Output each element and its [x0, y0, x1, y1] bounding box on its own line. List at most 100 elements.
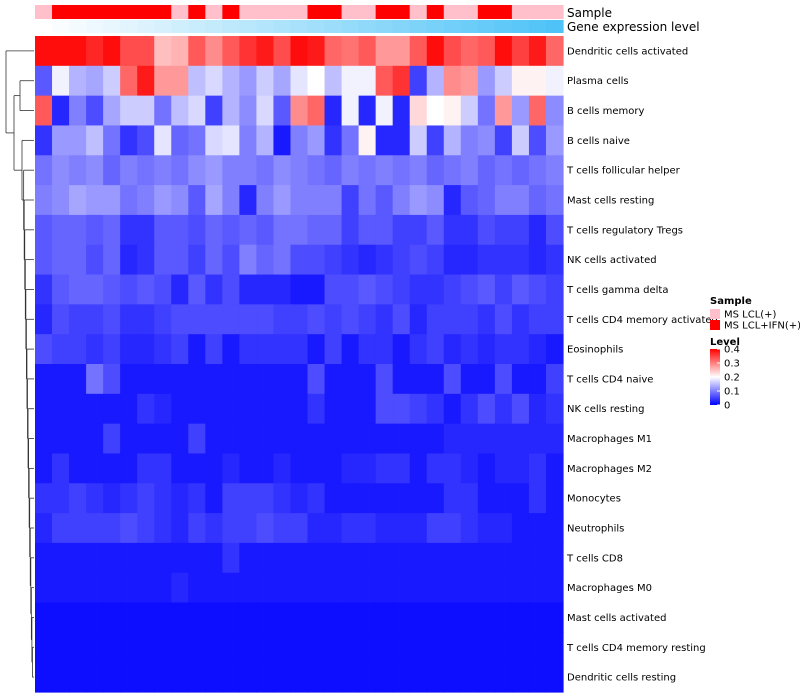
gene-expression-cell — [103, 20, 121, 33]
heatmap-cell — [154, 36, 172, 67]
heatmap-cell — [511, 304, 530, 335]
gene-expression-cell — [511, 20, 530, 33]
heatmap-cell — [120, 244, 138, 276]
level-legend-tick-label: 0.2 — [724, 373, 740, 384]
heatmap-cell — [154, 125, 172, 156]
heatmap-cell — [290, 453, 309, 484]
heatmap-cell — [477, 602, 496, 633]
heatmap-cell — [35, 334, 53, 365]
heatmap-cell — [409, 274, 428, 305]
sample-legend-swatch — [710, 309, 720, 319]
heatmap-cell — [103, 125, 121, 156]
gene-expression-cell — [273, 20, 292, 33]
heatmap-cell — [35, 244, 53, 276]
heatmap-cell — [324, 65, 343, 97]
heatmap-cell — [239, 274, 258, 305]
heatmap-cell — [273, 453, 292, 484]
gene-expression-cell — [171, 20, 189, 33]
heatmap-cell — [426, 364, 445, 395]
heatmap-cell — [103, 453, 121, 484]
row-label: B cells memory — [567, 106, 644, 117]
heatmap-cell — [256, 334, 275, 365]
heatmap-cell — [69, 214, 87, 246]
heatmap-cell — [375, 125, 394, 156]
heatmap-cell — [324, 214, 343, 246]
heatmap-cell — [460, 36, 479, 67]
annotation-label-gene-expression: Gene expression level — [567, 20, 700, 34]
heatmap-cell — [511, 632, 530, 663]
heatmap-cell — [511, 95, 530, 127]
heatmap-cell — [137, 513, 155, 544]
heatmap-cell — [358, 36, 377, 67]
heatmap-cell — [103, 632, 121, 663]
heatmap-cell — [205, 632, 223, 663]
heatmap-cell — [171, 632, 189, 663]
heatmap-cell — [528, 36, 547, 67]
heatmap-cell — [103, 423, 121, 455]
heatmap-cell — [392, 423, 411, 455]
heatmap-cell — [239, 185, 258, 216]
heatmap-cell — [409, 632, 428, 663]
heatmap-cell — [375, 453, 394, 484]
heatmap-cell — [392, 602, 411, 633]
heatmap-cell — [409, 334, 428, 365]
heatmap-cell — [120, 334, 138, 365]
heatmap-cell — [511, 244, 530, 276]
heatmap-cell — [528, 662, 547, 693]
heatmap-cell — [460, 602, 479, 633]
heatmap-cell — [511, 334, 530, 365]
heatmap-cell — [545, 214, 564, 246]
heatmap-cell — [358, 513, 377, 544]
heatmap-cell — [477, 36, 496, 67]
sample-annotation-cell — [154, 5, 172, 19]
sample-annotation-cell — [494, 5, 513, 19]
sample-annotation-cell — [103, 5, 121, 19]
heatmap-cell — [256, 572, 275, 604]
heatmap-cell — [137, 632, 155, 663]
heatmap-cell — [307, 244, 326, 276]
heatmap-cell — [494, 304, 513, 335]
row-label: T cells CD4 memory resting — [566, 643, 706, 654]
heatmap-cell — [460, 483, 479, 514]
heatmap-cell — [341, 662, 360, 693]
heatmap-cell — [69, 632, 87, 663]
heatmap-cell — [154, 214, 172, 246]
heatmap-cell — [392, 65, 411, 97]
heatmap-cell — [120, 274, 138, 305]
heatmap-cell — [69, 304, 87, 335]
heatmap-cell — [69, 364, 87, 395]
heatmap-cell — [477, 513, 496, 544]
gene-expression-cell — [256, 20, 275, 33]
heatmap-cell — [222, 393, 240, 425]
heatmap-cell — [239, 155, 258, 186]
sample-annotation-bar — [35, 5, 564, 19]
row-dendrogram — [5, 50, 34, 678]
heatmap-cell — [409, 423, 428, 455]
heatmap-cell — [86, 483, 104, 514]
sample-annotation-cell — [290, 5, 309, 19]
heatmap-cell — [392, 274, 411, 305]
heatmap-cell — [460, 572, 479, 604]
heatmap-cell — [545, 274, 564, 305]
heatmap-cell — [188, 572, 206, 604]
heatmap-cell — [137, 95, 155, 127]
heatmap-cell — [52, 483, 70, 514]
heatmap-cell — [341, 125, 360, 156]
heatmap-cell — [120, 185, 138, 216]
heatmap-cell — [273, 274, 292, 305]
heatmap-cell — [375, 662, 394, 693]
gene-expression-cell — [477, 20, 496, 33]
heatmap-cell — [477, 632, 496, 663]
heatmap-cell — [120, 572, 138, 604]
heatmap-cell — [358, 95, 377, 127]
row-label: NK cells resting — [567, 404, 644, 415]
heatmap-cell — [545, 423, 564, 455]
heatmap-cell — [52, 65, 70, 97]
heatmap-cell — [120, 125, 138, 156]
heatmap-cell — [528, 65, 547, 97]
heatmap-cell — [443, 65, 462, 97]
heatmap-cell — [324, 393, 343, 425]
sample-legend-label: MS LCL+IFN(+) — [724, 321, 800, 332]
heatmap-cell — [137, 364, 155, 395]
heatmap-cell — [239, 393, 258, 425]
